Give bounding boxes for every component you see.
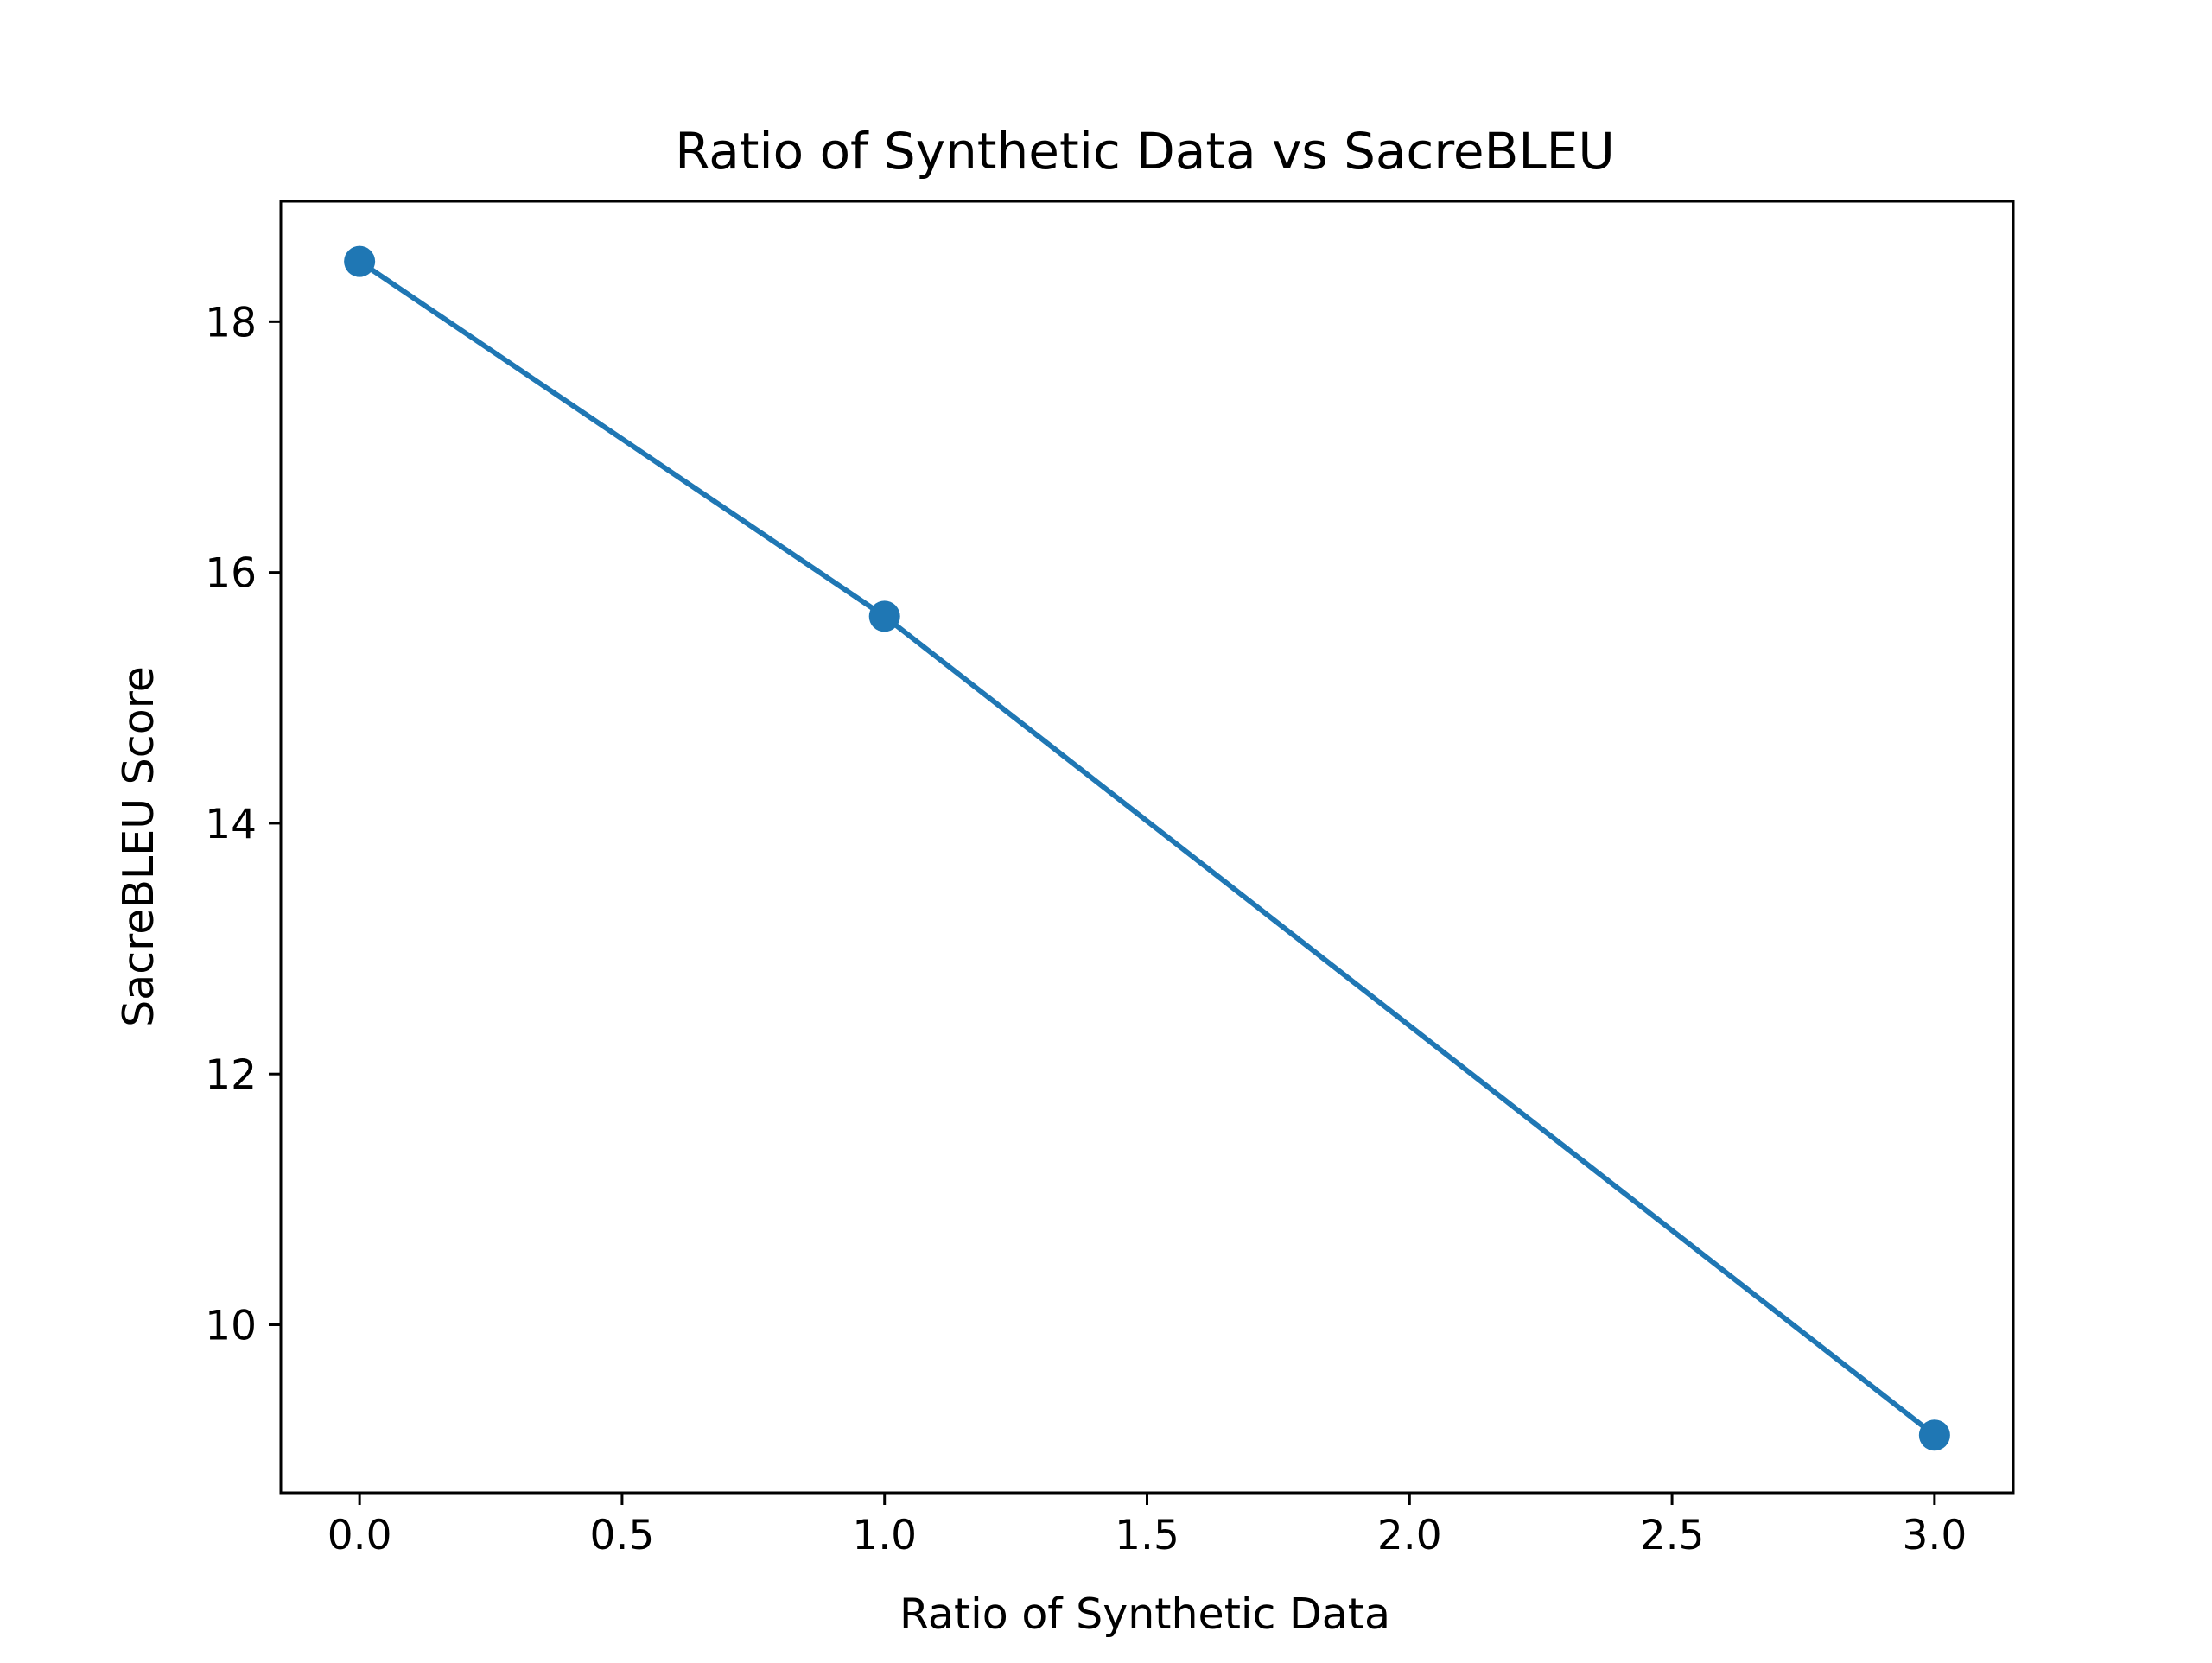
x-axis-ticks: 0.0 0.5 1.0 1.5 2.0 2.5 3.0 <box>327 1493 1967 1559</box>
x-tick-label: 0.0 <box>327 1512 392 1559</box>
y-axis-label: SacreBLEU Score <box>114 666 163 1027</box>
data-point <box>868 600 900 632</box>
data-point <box>344 245 376 277</box>
x-axis-label: Ratio of Synthetic Data <box>899 1590 1390 1639</box>
data-point <box>1918 1419 1950 1451</box>
y-tick-label: 16 <box>205 550 257 598</box>
x-tick-label: 0.5 <box>590 1512 655 1559</box>
y-axis-ticks: 10 12 14 16 18 <box>205 299 281 1350</box>
x-tick-label: 1.5 <box>1115 1512 1179 1559</box>
x-tick-label: 2.0 <box>1377 1512 1442 1559</box>
plot-area-frame <box>279 200 2015 1495</box>
series-layer <box>344 245 1950 1451</box>
x-tick-label: 1.0 <box>852 1512 917 1559</box>
y-tick-label: 14 <box>205 801 257 848</box>
y-tick-label: 10 <box>205 1303 257 1350</box>
y-tick-label: 18 <box>205 299 257 346</box>
x-tick-label: 3.0 <box>1902 1512 1967 1559</box>
y-tick-label: 12 <box>205 1051 257 1099</box>
chart-title: Ratio of Synthetic Data vs SacreBLEU <box>675 122 1615 181</box>
x-tick-label: 2.5 <box>1640 1512 1705 1559</box>
